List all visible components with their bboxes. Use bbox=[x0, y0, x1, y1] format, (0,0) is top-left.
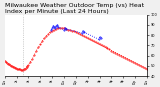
Text: Milwaukee Weather Outdoor Temp (vs) Heat Index per Minute (Last 24 Hours): Milwaukee Weather Outdoor Temp (vs) Heat… bbox=[5, 3, 144, 14]
